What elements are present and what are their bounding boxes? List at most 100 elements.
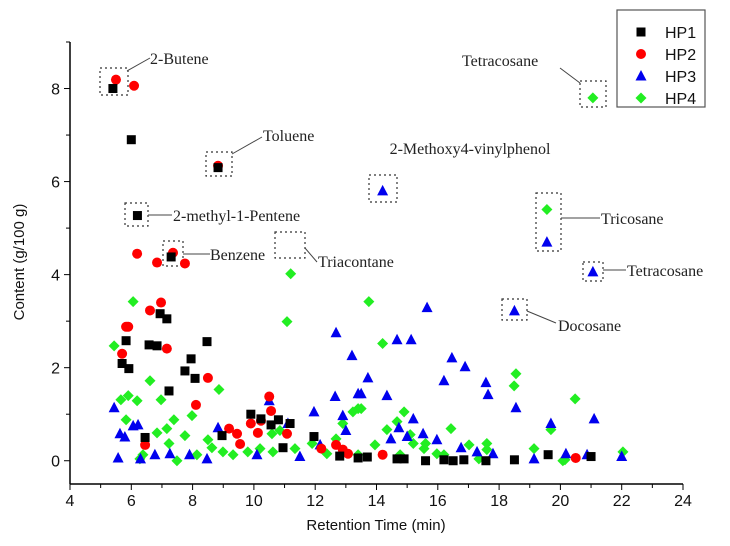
y-tick-label: 6	[51, 175, 60, 192]
legend-item-hp2: HP2	[636, 47, 696, 64]
annotation-box	[368, 174, 398, 203]
y-tick-label: 0	[51, 454, 60, 471]
data-point	[273, 415, 283, 425]
data-point	[163, 438, 175, 450]
annotation: Tricosane	[535, 192, 664, 252]
data-point	[246, 409, 256, 419]
data-point	[481, 444, 493, 456]
data-point	[570, 452, 581, 463]
data-point	[342, 448, 353, 459]
data-point	[132, 211, 142, 221]
data-point	[463, 439, 475, 451]
data-point	[448, 456, 458, 466]
data-point	[587, 92, 599, 104]
data-point	[407, 412, 419, 424]
data-point	[405, 333, 417, 345]
data-point	[245, 418, 256, 429]
data-point	[213, 163, 223, 173]
annotation-box	[274, 231, 306, 259]
data-point	[421, 301, 433, 313]
data-point	[112, 451, 124, 463]
x-tick-label: 4	[66, 493, 75, 510]
data-point	[224, 423, 235, 434]
data-point	[155, 309, 165, 319]
data-point	[569, 393, 581, 405]
data-point	[235, 438, 246, 449]
data-point	[217, 431, 227, 441]
data-point	[377, 449, 388, 460]
data-point	[140, 439, 151, 450]
data-point	[541, 203, 553, 215]
data-point	[119, 431, 131, 442]
data-point	[186, 410, 198, 422]
annotation-label: Tetracosane	[627, 263, 703, 280]
annotation-label: Triacontane	[318, 254, 394, 271]
data-point	[179, 258, 190, 269]
data-point	[445, 423, 457, 435]
annotation: Docosane	[501, 298, 621, 335]
data-point	[266, 428, 278, 440]
annotation-box	[582, 261, 604, 282]
data-point	[251, 448, 263, 460]
annotation-label: 2-Butene	[150, 51, 209, 68]
leader-line	[559, 67, 581, 84]
data-point	[266, 405, 277, 416]
data-point	[161, 343, 172, 354]
annotation-label: Tricosane	[601, 211, 664, 228]
data-point	[417, 427, 429, 439]
data-point	[391, 333, 403, 345]
data-point	[232, 428, 243, 439]
data-point	[144, 375, 156, 387]
data-point	[459, 455, 469, 465]
data-point	[528, 452, 540, 464]
data-point	[481, 438, 493, 450]
data-point	[152, 257, 163, 268]
annotation: Triacontane	[274, 231, 394, 271]
data-point	[285, 419, 295, 429]
data-point	[120, 414, 132, 426]
annotation-label: Tetracosane	[462, 53, 538, 70]
data-point	[355, 403, 367, 415]
annotation-label: Benzene	[210, 247, 265, 264]
data-point	[587, 265, 599, 277]
data-point	[471, 445, 483, 457]
annotations: 2-Butene Toluene 2-methyl-1-Pentene Benzene…	[99, 51, 703, 335]
data-point	[124, 364, 134, 374]
data-point	[186, 354, 196, 364]
data-point	[168, 414, 180, 426]
data-point	[117, 348, 128, 359]
data-point	[308, 405, 320, 417]
data-point	[281, 316, 293, 328]
annotation-label: Docosane	[558, 318, 621, 335]
annotation: 2-methyl-1-Pentene	[124, 202, 300, 227]
data-point	[438, 374, 450, 386]
data-point	[151, 427, 163, 439]
data-point	[528, 443, 540, 455]
data-point	[266, 420, 276, 430]
data-point	[381, 389, 393, 401]
data-point	[431, 433, 443, 445]
data-point	[385, 432, 397, 444]
annotation-box	[579, 80, 607, 108]
data-point	[212, 421, 224, 433]
legend-marker	[635, 70, 647, 81]
data-point	[355, 387, 367, 399]
annotation-box	[162, 240, 184, 267]
data-point	[267, 446, 279, 458]
data-point	[161, 423, 173, 435]
data-point	[202, 337, 212, 347]
data-point	[140, 432, 150, 442]
data-point	[179, 430, 191, 442]
data-point	[401, 430, 413, 442]
data-point	[340, 424, 352, 435]
data-point	[155, 394, 167, 406]
data-point	[108, 401, 120, 413]
y-tick-label: 2	[51, 361, 60, 378]
data-point	[110, 74, 121, 85]
legend-item-hp1: HP1	[636, 25, 696, 42]
data-point	[363, 296, 375, 308]
data-point	[294, 450, 306, 462]
data-point	[127, 296, 139, 308]
data-point	[213, 384, 225, 396]
